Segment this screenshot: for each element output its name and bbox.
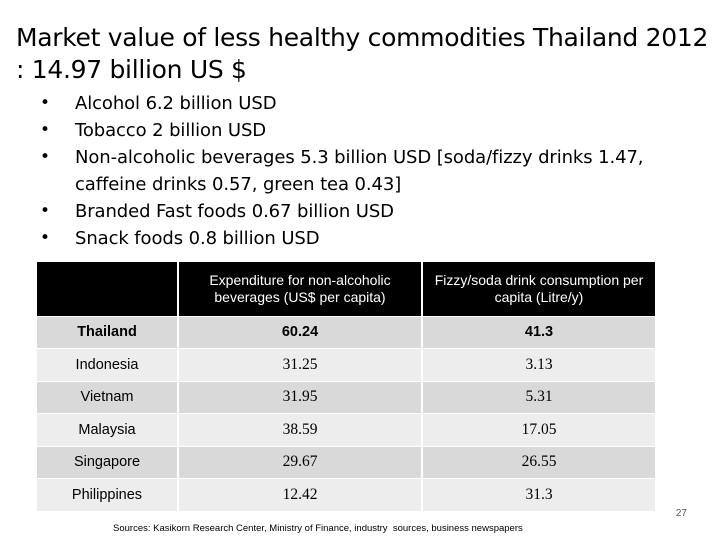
table-cell-consumption: 31.3: [422, 478, 655, 511]
bullet-item: • Alcohol 6.2 billion USD: [38, 90, 708, 117]
table-cell-consumption: 17.05: [422, 413, 655, 446]
table-cell-country: Vietnam: [37, 380, 179, 414]
table-row: Indonesia 31.25 3.13: [37, 348, 655, 381]
bullet-item: • Snack foods 0.8 billion USD: [38, 225, 708, 252]
table-row: Philippines 12.42 31.3: [37, 478, 655, 511]
table-row: Singapore 29.67 26.55: [37, 445, 655, 479]
bullet-item: • Tobacco 2 billion USD: [38, 117, 708, 144]
bullet-text: Tobacco 2 billion USD: [75, 120, 267, 141]
table-cell-country: Philippines: [37, 478, 179, 511]
table-cell-expenditure: 12.42: [178, 478, 423, 511]
bullet-dot-icon: •: [40, 228, 50, 248]
table-cell-country: Singapore: [37, 445, 179, 479]
bullet-text: Snack foods 0.8 billion USD: [75, 228, 320, 249]
table-cell-consumption: 3.13: [422, 348, 655, 381]
table-cell-consumption: 41.3: [422, 315, 655, 349]
bullet-dot-icon: •: [40, 201, 50, 221]
bullet-dot-icon: •: [40, 120, 50, 140]
table-row: Vietnam 31.95 5.31: [37, 380, 655, 414]
table-cell-country: Indonesia: [37, 348, 179, 381]
table-cell-expenditure: 60.24: [178, 315, 423, 349]
table-header-cell: Fizzy/soda drink consumption per capita …: [422, 262, 655, 316]
bullet-text: Branded Fast foods 0.67 billion USD: [75, 201, 394, 222]
table-cell-consumption: 26.55: [422, 445, 655, 479]
table-cell-expenditure: 38.59: [178, 413, 423, 446]
table-row: Thailand 60.24 41.3: [37, 315, 655, 349]
table-cell-country: Thailand: [37, 315, 179, 349]
bullet-text: Alcohol 6.2 billion USD: [75, 93, 277, 114]
bullet-dot-icon: •: [40, 147, 50, 167]
table-header-cell: [37, 262, 179, 316]
table-cell-country: Malaysia: [37, 413, 179, 446]
beverage-table: Expenditure for non-alcoholic beverages …: [37, 262, 655, 511]
slide-title: Market value of less healthy commodities…: [16, 23, 709, 84]
table-cell-consumption: 5.31: [422, 380, 655, 414]
page-number: 27: [675, 508, 687, 519]
bullet-list: • Alcohol 6.2 billion USD • Tobacco 2 bill…: [38, 90, 708, 252]
table-header-cell: Expenditure for non-alcoholic beverages …: [178, 262, 423, 316]
bullet-text: Non-alcoholic beverages 5.3 billion USD …: [75, 147, 644, 195]
sources-footnote: Sources: Kasikorn Research Center, Minis…: [113, 523, 523, 534]
bullet-item: • Non-alcoholic beverages 5.3 billion USD…: [38, 144, 708, 198]
table-cell-expenditure: 31.95: [178, 380, 423, 414]
table-cell-expenditure: 31.25: [178, 348, 423, 381]
bullet-dot-icon: •: [40, 93, 50, 113]
table-cell-expenditure: 29.67: [178, 445, 423, 479]
table-row: Malaysia 38.59 17.05: [37, 413, 655, 446]
bullet-item: • Branded Fast foods 0.67 billion USD: [38, 198, 708, 225]
table-header-row: Expenditure for non-alcoholic beverages …: [37, 262, 655, 316]
